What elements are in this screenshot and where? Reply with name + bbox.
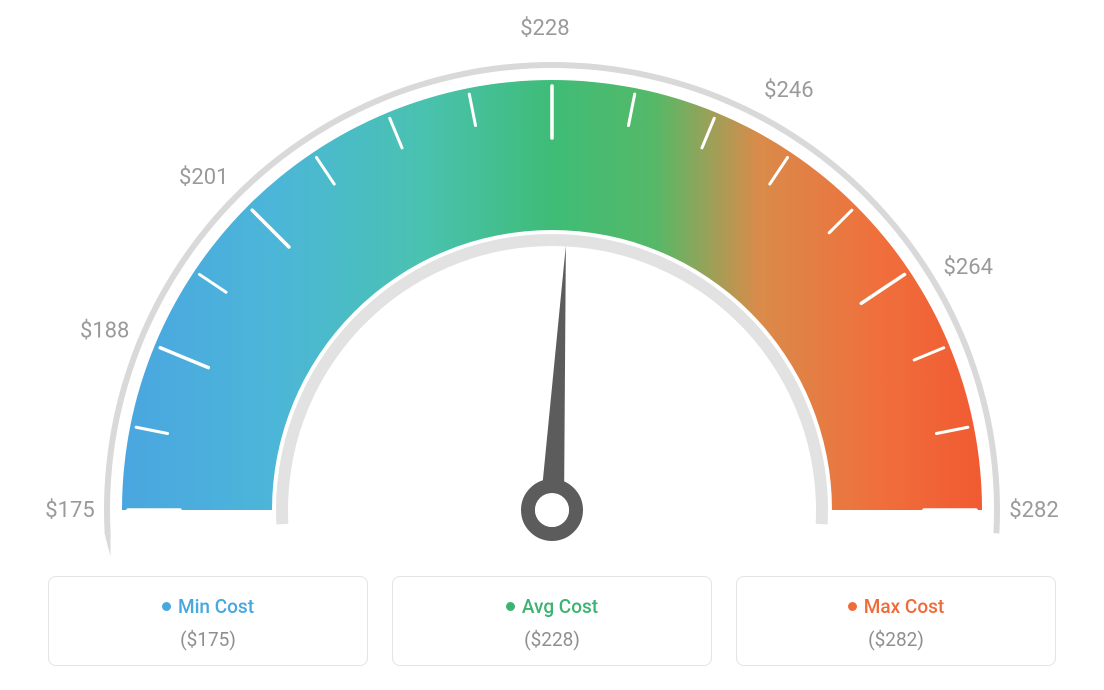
legend-card-avg: Avg Cost ($228) — [392, 576, 712, 666]
gauge-svg: $175 $188 $201 $228 $246 $264 $282 — [0, 0, 1104, 560]
legend-label-max: Max Cost — [864, 595, 944, 618]
legend-row: Min Cost ($175) Avg Cost ($228) Max Cost… — [48, 576, 1056, 666]
legend-title-min: Min Cost — [49, 595, 367, 618]
legend-value-min: ($175) — [49, 628, 367, 651]
svg-text:$264: $264 — [944, 255, 993, 280]
svg-text:$246: $246 — [764, 78, 813, 103]
svg-text:$201: $201 — [179, 165, 228, 190]
legend-title-avg: Avg Cost — [393, 595, 711, 618]
legend-label-avg: Avg Cost — [522, 595, 598, 618]
svg-text:$175: $175 — [45, 498, 94, 523]
legend-value-avg: ($228) — [393, 628, 711, 651]
legend-card-min: Min Cost ($175) — [48, 576, 368, 666]
legend-dot-max — [848, 602, 857, 611]
svg-text:$188: $188 — [80, 318, 129, 343]
legend-dot-min — [162, 602, 171, 611]
legend-card-max: Max Cost ($282) — [736, 576, 1056, 666]
legend-title-max: Max Cost — [737, 595, 1055, 618]
legend-dot-avg — [506, 602, 515, 611]
svg-text:$228: $228 — [520, 16, 569, 41]
legend-value-max: ($282) — [737, 628, 1055, 651]
svg-text:$282: $282 — [1009, 498, 1058, 523]
legend-label-min: Min Cost — [178, 595, 254, 618]
cost-gauge: $175 $188 $201 $228 $246 $264 $282 — [0, 0, 1104, 560]
